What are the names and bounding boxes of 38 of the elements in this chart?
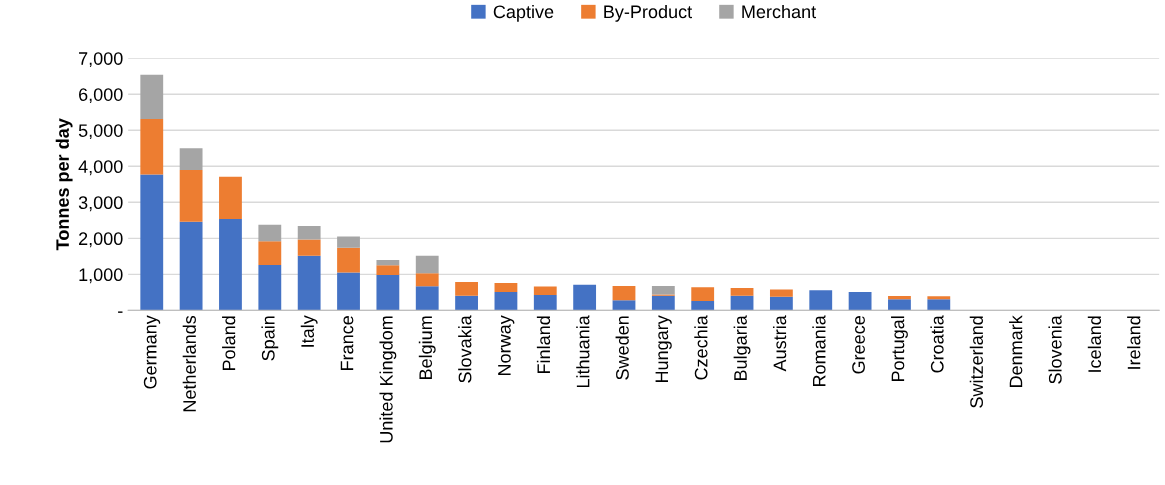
x-tick-label: Hungary [655,315,672,383]
x-tick-label: Germany [143,315,161,389]
x-tick-label: Poland [222,316,236,370]
y-tick-label: 4,000 [78,160,123,176]
y-tick-label: 2,000 [79,232,123,248]
y-axis-title: Tonnes per day [55,118,73,251]
x-tick-label: Czechia [694,315,708,380]
x-tick-label: Slovenia [1048,315,1062,384]
x-tick-label: Denmark [1009,315,1023,388]
x-tick-label: Finland [536,316,551,373]
y-tick-label: - [118,311,123,313]
x-tick-label: Norway [498,315,515,375]
x-tick-label: Switzerland [969,316,983,408]
y-tick-label: 1,000 [79,268,123,284]
x-tick-label: France [340,316,354,370]
legend-label: By-Product [604,4,692,22]
y-tick-label: 7,000 [79,52,123,68]
x-tick-label: Romania [812,315,826,387]
x-tick-label: Netherlands [182,315,196,412]
y-tick-label: 5,000 [78,124,123,140]
y-tick-label: 6,000 [79,88,123,104]
x-tick-label: Lithuania [576,315,590,388]
x-tick-label: Croatia [930,315,944,373]
x-tick-label: Ireland [1127,316,1141,369]
x-tick-label: Sweden [615,316,629,380]
x-tick-label: Bulgaria [733,315,751,381]
x-tick-label: Austria [772,315,787,372]
x-tick-label: Slovakia [458,315,472,383]
x-tick-label: Iceland [1087,316,1102,372]
legend-label: Merchant [742,4,817,19]
x-tick-label: United Kingdom [379,316,397,443]
legend-label: Captive [493,4,554,22]
x-tick-label: Portugal [891,316,908,382]
x-tick-label: Spain [261,316,279,361]
x-tick-label: Italy [300,315,318,347]
x-tick-label: Greece [852,316,865,374]
x-tick-label: Belgium [418,316,436,380]
y-tick-label: 3,000 [78,196,123,212]
